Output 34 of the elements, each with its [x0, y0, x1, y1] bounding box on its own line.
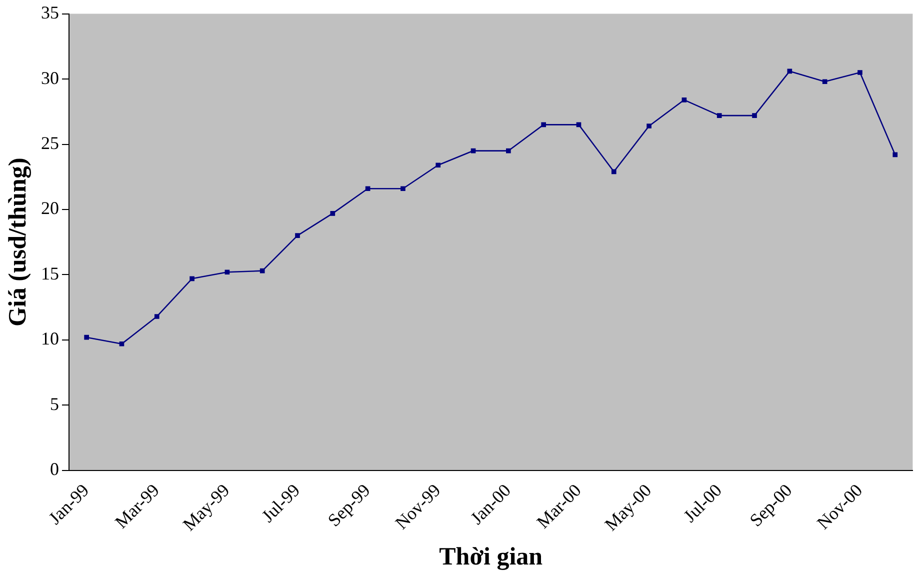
point — [787, 68, 792, 74]
point — [858, 70, 862, 75]
point — [541, 122, 546, 128]
y-axis-title: Giá (usd/thùng) — [4, 158, 32, 327]
point — [682, 97, 687, 102]
y-tick-label: 25 — [41, 133, 59, 153]
point — [330, 210, 336, 216]
point — [260, 268, 265, 274]
point — [576, 122, 582, 128]
point — [822, 79, 828, 84]
point — [436, 162, 441, 168]
y-tick-label: 35 — [41, 2, 59, 23]
point — [752, 113, 757, 118]
point — [84, 334, 89, 340]
point — [506, 148, 511, 154]
point — [190, 276, 194, 282]
y-tick-label: 15 — [41, 263, 59, 284]
point — [400, 186, 406, 192]
point — [892, 152, 898, 158]
point — [611, 169, 616, 174]
point — [119, 341, 124, 346]
y-tick-label: 0 — [50, 459, 59, 480]
x-axis-title: Thời gian — [439, 543, 543, 570]
y-tick-label: 10 — [41, 328, 59, 349]
point — [646, 124, 652, 128]
point — [154, 314, 160, 319]
y-tick-label: 5 — [50, 394, 59, 414]
point — [470, 148, 476, 154]
y-tick-label: 30 — [41, 68, 59, 88]
point — [224, 270, 230, 275]
y-tick-label: 20 — [41, 198, 59, 218]
point — [295, 233, 300, 238]
point — [716, 113, 722, 118]
point — [365, 186, 370, 192]
